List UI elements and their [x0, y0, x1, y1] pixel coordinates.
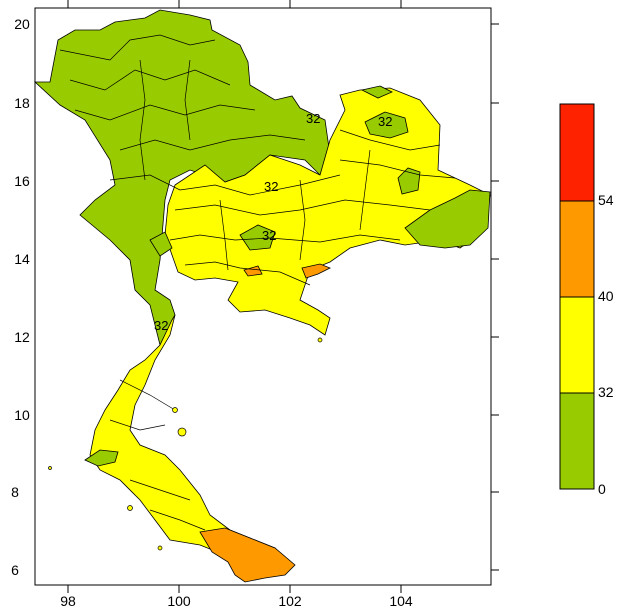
legend-bin-high: [559, 200, 595, 298]
legend-bin-mid: [559, 296, 595, 394]
region-orange-patch-1: [243, 265, 263, 277]
region-orange-south: [199, 527, 296, 583]
contour-label: 32: [154, 318, 168, 333]
legend-label: 54: [598, 192, 614, 208]
y-tick-label: 20: [14, 16, 30, 32]
contour-label: 32: [306, 111, 320, 126]
legend-bin-max: [559, 103, 595, 202]
y-tick-label: 10: [14, 407, 30, 423]
contour-label: 32: [262, 228, 276, 243]
x-tick-label: 100: [167, 593, 191, 609]
region-green-top-blob: [360, 85, 393, 99]
x-tick-label: 98: [60, 593, 76, 609]
y-tick-label: 8: [11, 484, 19, 500]
region-green-east: [404, 189, 491, 249]
y-tick-label: 18: [14, 95, 30, 111]
region-green-east-blob: [397, 167, 421, 195]
y-tick-label: 14: [14, 251, 30, 267]
x-tick-label: 104: [389, 593, 413, 609]
legend-label: 40: [598, 288, 614, 304]
legend-colorbar: [559, 103, 595, 490]
y-axis-ticks: [491, 23, 499, 571]
region-green-south-blob: [84, 449, 119, 467]
region-green-northeast-blob: [364, 111, 409, 139]
region-green-west-blob: [149, 231, 173, 257]
legend-label: 0: [598, 481, 606, 497]
y-tick-label: 12: [14, 329, 30, 345]
legend-label: 32: [598, 384, 614, 400]
region-orange-patch-2: [301, 263, 331, 279]
region-green-mid-blob: [239, 224, 276, 251]
contour-label: 32: [378, 114, 392, 129]
contour-label: 32: [264, 179, 278, 194]
province-boundaries: [59, 34, 456, 531]
y-tick-label: 16: [14, 173, 30, 189]
y-tick-label: 6: [11, 562, 19, 578]
islands: [48, 337, 323, 551]
legend-bin-low: [559, 392, 595, 490]
x-axis-ticks: [67, 0, 402, 593]
x-tick-label: 102: [278, 593, 302, 609]
